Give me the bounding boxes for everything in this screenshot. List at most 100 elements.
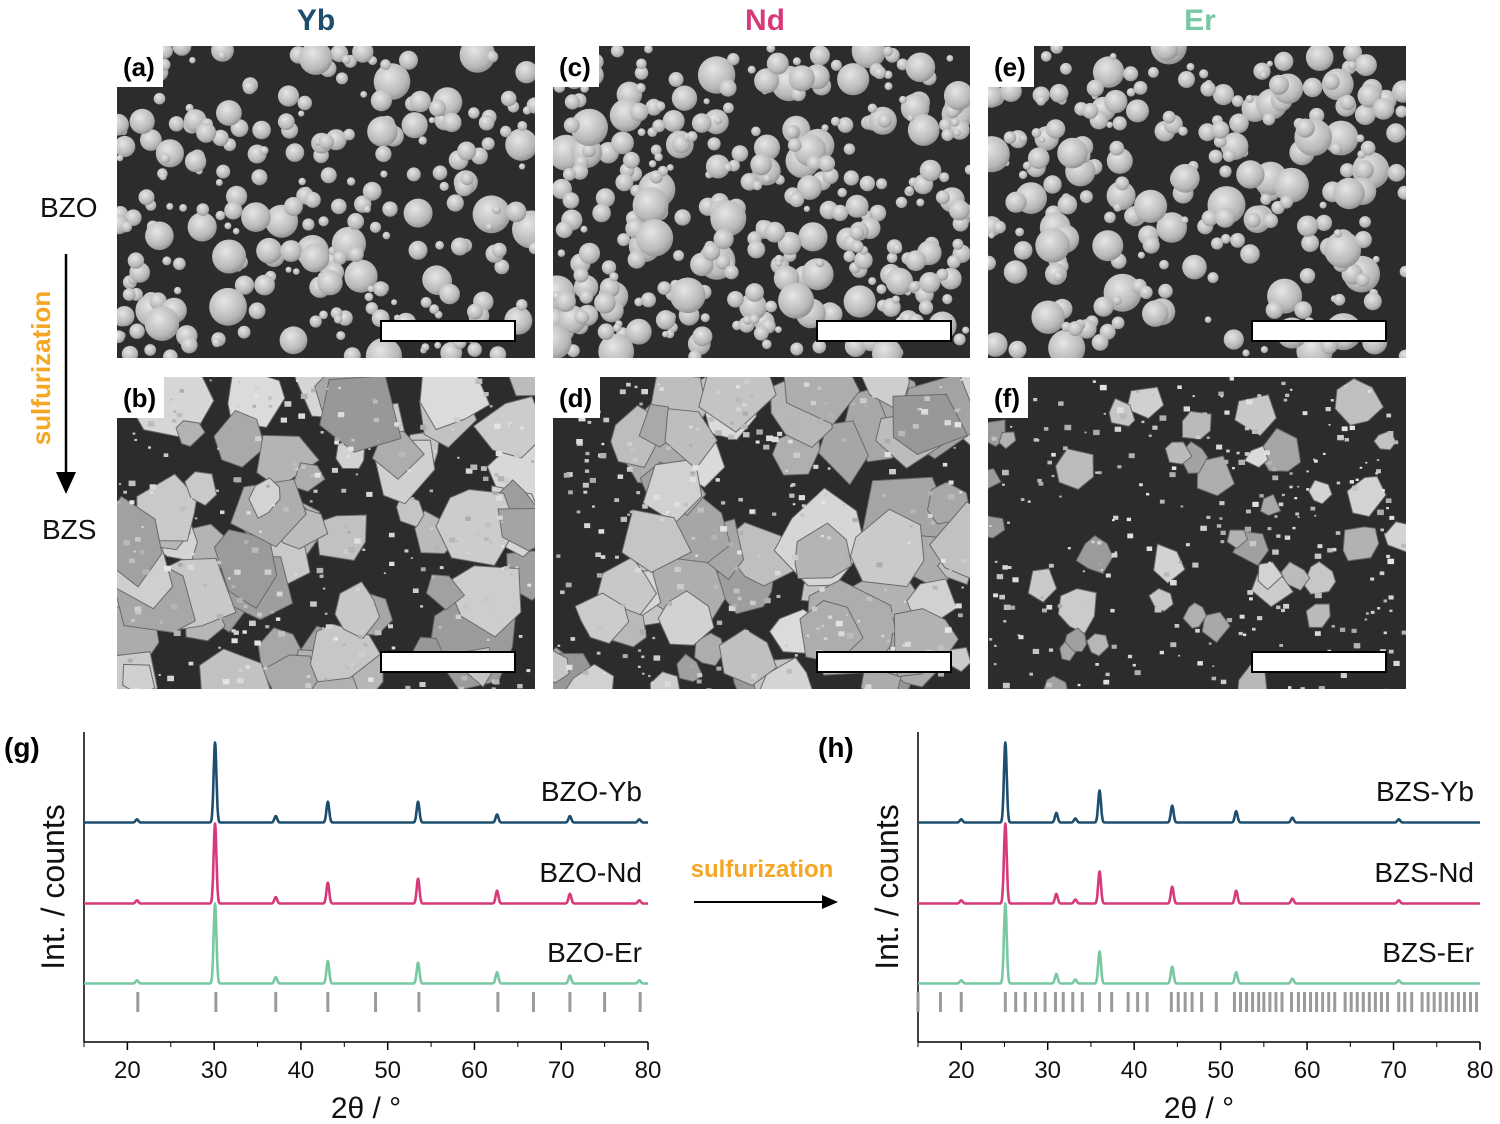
particle (609, 272, 619, 282)
particle (517, 684, 523, 689)
x-tick-label: 60 (1294, 1057, 1321, 1084)
series-label: BZO-Er (547, 937, 642, 968)
particle (248, 477, 281, 519)
particle (1226, 529, 1249, 550)
particle (278, 631, 285, 637)
particle (1200, 81, 1216, 97)
particle (489, 346, 507, 358)
x-tick-label: 30 (201, 1057, 228, 1084)
particle (576, 510, 581, 514)
particle (1383, 631, 1387, 635)
particle (891, 295, 900, 304)
particle (1383, 521, 1406, 553)
particle (668, 513, 672, 516)
particle (955, 603, 962, 609)
particle (733, 603, 737, 607)
particle (1007, 566, 1012, 569)
particle (864, 404, 869, 408)
particle (570, 637, 576, 641)
particle (297, 95, 312, 111)
particle (611, 131, 634, 155)
particle (1216, 444, 1223, 450)
particle (500, 616, 503, 619)
particle (694, 632, 725, 667)
particle (485, 522, 491, 528)
particle (470, 464, 478, 470)
particle (465, 468, 473, 474)
particle (1057, 604, 1063, 608)
particle (1112, 116, 1127, 131)
particle (600, 555, 606, 559)
particle (943, 81, 970, 111)
particle (899, 95, 907, 104)
particle (688, 425, 693, 429)
particle (1220, 233, 1231, 244)
particle (562, 192, 580, 209)
particle (1080, 452, 1084, 456)
particle (737, 550, 742, 555)
particle (849, 225, 865, 240)
particle (184, 150, 207, 173)
particle (254, 274, 275, 296)
particle (615, 173, 634, 192)
particle (676, 653, 704, 683)
particle (1242, 349, 1250, 357)
particle (988, 232, 995, 239)
particle (343, 128, 355, 141)
particle (948, 480, 954, 485)
particle (626, 382, 631, 387)
particle (1386, 507, 1389, 510)
particle (1031, 300, 1065, 334)
particle (1265, 301, 1284, 319)
particle (1268, 462, 1272, 465)
particle (716, 620, 723, 625)
particle (819, 587, 825, 592)
particle (132, 432, 136, 435)
particle (173, 410, 177, 413)
particle (595, 552, 601, 557)
particle (665, 511, 670, 515)
sem-image-bzo-yb: (a) (117, 46, 535, 358)
particle (1048, 563, 1054, 568)
particle (517, 121, 528, 131)
particle (938, 671, 944, 677)
particle (460, 172, 474, 186)
particle (1313, 458, 1316, 461)
particle (1212, 84, 1234, 106)
particle (936, 268, 949, 281)
particle (1003, 604, 1011, 610)
x-tick-label: 70 (1380, 1057, 1407, 1084)
scale-bar (380, 320, 516, 342)
particle (960, 379, 963, 381)
particle (702, 242, 721, 261)
particle (218, 646, 221, 649)
particle (1005, 191, 1027, 213)
particle (453, 417, 460, 423)
particle (1220, 395, 1224, 398)
particle (275, 617, 281, 621)
particle (254, 386, 260, 391)
particle (242, 630, 247, 634)
particle (1352, 485, 1359, 492)
particle (1183, 406, 1190, 412)
particle (1050, 46, 1063, 54)
particle (492, 205, 501, 215)
particle (1040, 51, 1052, 62)
particle (264, 569, 272, 575)
particle (279, 326, 308, 355)
particle (776, 594, 781, 598)
particle (1236, 451, 1240, 455)
particle (912, 423, 919, 429)
x-axis-label: 2θ / ° (331, 1092, 401, 1124)
particle (1342, 526, 1380, 562)
particle (859, 175, 876, 192)
particle (909, 509, 916, 514)
particle (753, 325, 769, 341)
particle (1037, 478, 1042, 483)
particle (1148, 587, 1174, 612)
particle (749, 314, 760, 325)
particle (430, 527, 433, 530)
particle (310, 474, 314, 477)
particle (1315, 214, 1333, 231)
particle (233, 630, 239, 635)
